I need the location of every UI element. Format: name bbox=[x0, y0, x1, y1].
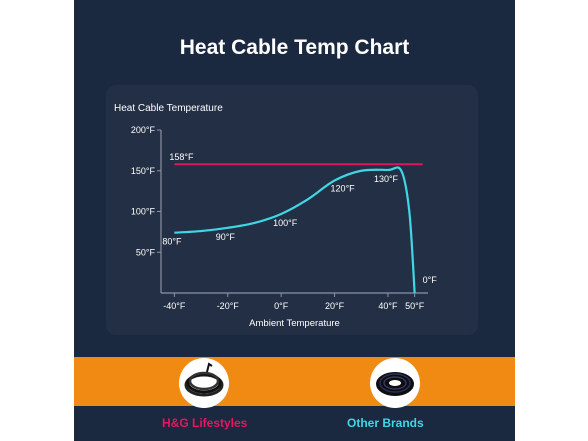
coiled-cable-icon bbox=[376, 372, 414, 396]
x-tick-label: -40°F bbox=[163, 301, 186, 311]
curve-point-label: 80°F bbox=[162, 237, 182, 247]
temperature-line-chart: Heat Cable Temperature 50°F 100°F 150°F 200°… bbox=[114, 103, 438, 329]
other-brands-label: Other Brands bbox=[347, 416, 424, 430]
x-tick-label: 50°F bbox=[405, 301, 425, 311]
coiled-cable-icon bbox=[184, 362, 224, 397]
x-tick-label: 40°F bbox=[378, 301, 398, 311]
x-tick-label: 0°F bbox=[274, 301, 289, 311]
x-tick-label: 20°F bbox=[325, 301, 345, 311]
reference-line-label: 158°F bbox=[169, 152, 194, 162]
page-title: Heat Cable Temp Chart bbox=[179, 36, 410, 59]
y-tick-label: 200°F bbox=[131, 125, 156, 135]
curve-point-label: 100°F bbox=[273, 218, 298, 228]
hg-cable-product-image bbox=[179, 358, 229, 408]
other-brand-product-image bbox=[370, 358, 420, 408]
comparison-band bbox=[74, 357, 515, 406]
hg-lifestyles-label: H&G Lifestyles bbox=[162, 416, 248, 430]
curve-point-label: 130°F bbox=[374, 174, 399, 184]
x-axis-label: Ambient Temperature bbox=[249, 318, 340, 329]
chart-title: Heat Cable Temperature bbox=[114, 103, 223, 114]
x-tick-label: -20°F bbox=[217, 301, 240, 311]
y-tick-label: 50°F bbox=[136, 247, 156, 257]
curve-point-label: 90°F bbox=[216, 232, 236, 242]
chart-card: Heat Cable Temperature 50°F 100°F 150°F 200°… bbox=[106, 85, 478, 335]
heat-cable-curve bbox=[174, 166, 416, 294]
y-tick-label: 150°F bbox=[131, 166, 156, 176]
y-tick-label: 100°F bbox=[131, 207, 156, 217]
infographic-panel: Heat Cable Temp Chart Heat Cable Tempera… bbox=[74, 0, 515, 441]
curve-point-label: 0°F bbox=[423, 275, 438, 285]
curve-point-label: 120°F bbox=[331, 184, 356, 194]
